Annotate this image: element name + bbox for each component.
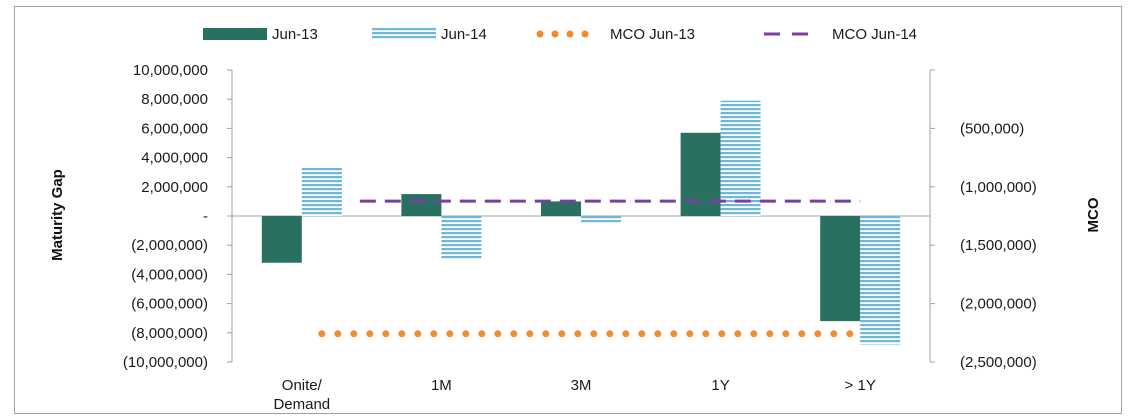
left-axis-title: Maturity Gap [49,169,66,261]
right-tick-label: (500,000) [960,120,1024,137]
category-label: 1Y [711,377,729,394]
legend-swatch-jun-14 [372,28,436,40]
legend-label-mco-jun-14: MCO Jun-14 [832,26,917,43]
legend-label-jun-14: Jun-14 [441,26,487,43]
bar-jun-13 [541,201,581,216]
category-label: 1M [431,377,452,394]
bars [261,100,901,345]
bar-jun-13 [261,216,302,263]
left-tick-label: 4,000,000 [141,150,208,167]
left-tick-label: - [203,208,208,225]
left-tick-label: (8,000,000) [131,325,208,342]
legend-label-mco-jun-13: MCO Jun-13 [610,26,695,43]
bar-jun-13 [680,132,721,216]
category-label: Demand [273,396,330,413]
legend-label-jun-13: Jun-13 [272,26,318,43]
left-tick-label: (4,000,000) [131,266,208,283]
bar-jun-13 [820,216,861,322]
left-tick-label: 8,000,000 [141,91,208,108]
left-tick-label: (10,000,000) [123,354,208,371]
bar-jun-14 [441,216,482,259]
legend: Jun-13 Jun-14 MCO Jun-13 MCO Jun-14 [203,26,917,43]
left-tick-label: 6,000,000 [141,120,208,137]
left-axis: 10,000,000 8,000,000 6,000,000 4,000,000 2,0… [123,62,930,371]
mco-lines [318,199,861,338]
bar-jun-14 [860,216,901,345]
right-tick-label: (2,500,000) [960,354,1037,371]
bar-jun-14 [581,216,621,224]
right-tick-label: (1,000,000) [960,179,1037,196]
right-axis-title: MCO [1085,197,1102,232]
right-tick-label: (1,500,000) [960,237,1037,254]
left-tick-label: 10,000,000 [133,62,208,79]
bar-jun-13 [401,194,442,216]
category-label: > 1Y [845,377,876,394]
chart-frame [14,6,1122,414]
category-label: Onite/ [282,377,323,394]
legend-swatch-jun-13 [203,28,267,40]
bar-jun-14 [720,100,761,216]
left-tick-label: (2,000,000) [131,237,208,254]
category-labels: Onite/Demand 1M 3M 1Y > 1Y [273,377,875,413]
left-tick-label: (6,000,000) [131,296,208,313]
category-label: 3M [571,377,592,394]
left-tick-label: 2,000,000 [141,179,208,196]
right-axis: (500,000) (1,000,000) (1,500,000) (2,000,00… [929,69,1037,371]
bar-jun-14 [301,167,342,216]
right-tick-label: (2,000,000) [960,296,1037,313]
